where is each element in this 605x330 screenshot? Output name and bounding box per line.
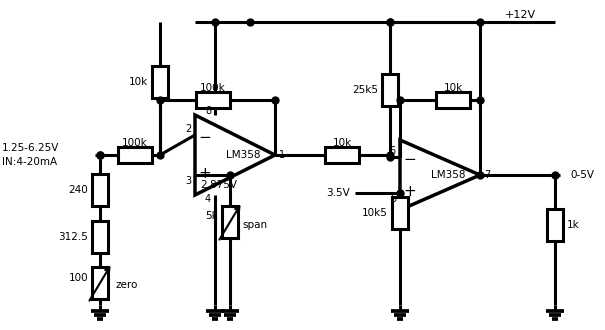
Text: −: − — [198, 129, 211, 145]
Text: LM358: LM358 — [226, 150, 260, 160]
Bar — [392, 197, 408, 229]
Text: IN:4-20mA: IN:4-20mA — [2, 157, 57, 167]
Text: 10k: 10k — [443, 83, 463, 93]
Bar — [92, 174, 108, 206]
Text: 6: 6 — [390, 146, 396, 156]
Text: 7: 7 — [484, 170, 490, 180]
Text: 3.5V: 3.5V — [326, 188, 350, 198]
Text: 1k: 1k — [567, 220, 580, 230]
Bar — [436, 92, 470, 108]
Text: 1.25-6.25V: 1.25-6.25V — [2, 143, 59, 153]
Text: 100k: 100k — [122, 138, 148, 148]
Bar — [547, 209, 563, 241]
Text: 10k: 10k — [332, 138, 352, 148]
Text: 8: 8 — [205, 106, 211, 116]
Text: 5: 5 — [390, 194, 396, 204]
Text: 240: 240 — [68, 185, 88, 195]
Bar — [92, 267, 108, 299]
Text: LM358: LM358 — [431, 170, 465, 180]
Text: 1: 1 — [279, 150, 285, 160]
Text: 5k: 5k — [205, 211, 218, 221]
Bar — [92, 221, 108, 253]
Bar — [325, 147, 359, 163]
Text: 2: 2 — [185, 124, 191, 134]
Text: +: + — [198, 166, 211, 181]
Text: 10k: 10k — [129, 77, 148, 87]
Text: 100: 100 — [68, 273, 88, 283]
Text: 0-5V: 0-5V — [570, 170, 594, 180]
Bar — [382, 74, 398, 106]
Text: zero: zero — [115, 280, 137, 290]
Text: 3: 3 — [185, 176, 191, 186]
Bar — [222, 206, 238, 238]
Text: 100k: 100k — [200, 83, 226, 93]
Text: 4: 4 — [205, 194, 211, 204]
Text: span: span — [242, 220, 267, 230]
Text: 312.5: 312.5 — [58, 232, 88, 242]
Text: 25k5: 25k5 — [352, 85, 378, 95]
Text: −: − — [404, 151, 416, 167]
Text: 2.875V: 2.875V — [200, 180, 237, 190]
Bar — [118, 147, 152, 163]
Text: +: + — [404, 183, 416, 199]
Bar — [152, 66, 168, 98]
Text: +12V: +12V — [505, 10, 535, 20]
Text: 10k5: 10k5 — [362, 208, 388, 218]
Bar — [196, 92, 230, 108]
